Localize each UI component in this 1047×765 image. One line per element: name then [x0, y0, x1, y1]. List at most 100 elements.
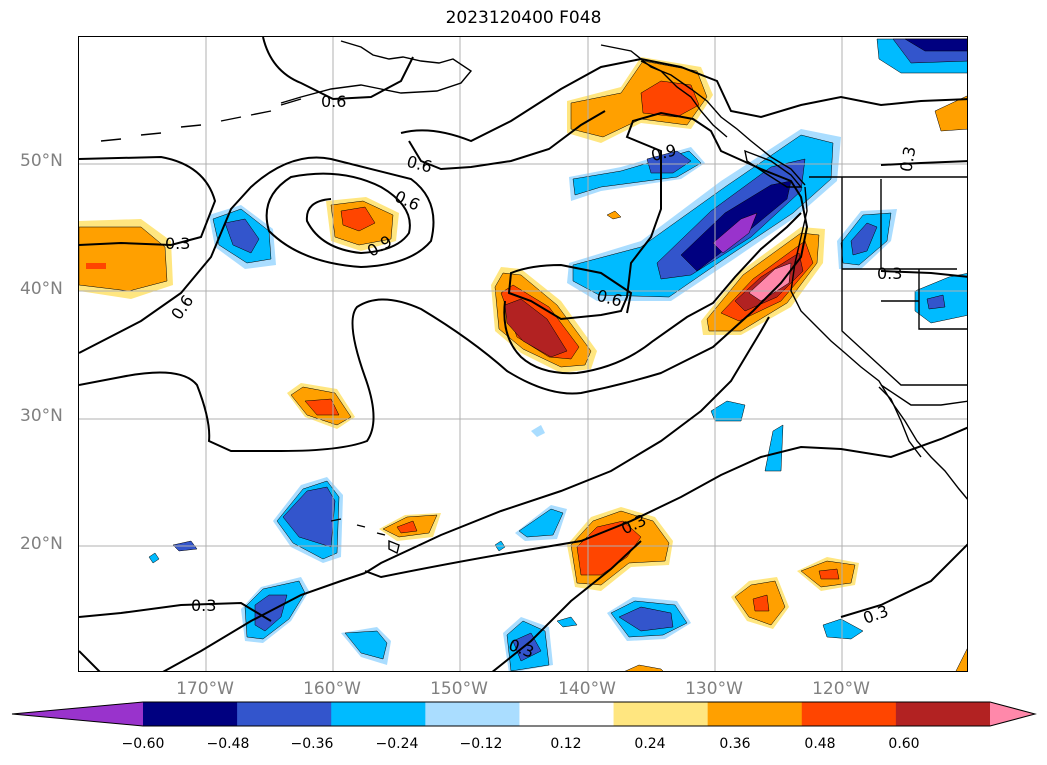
negative-anomaly-blob — [282, 486, 336, 548]
lon-label-160w: 160°W — [303, 679, 361, 699]
positive-anomaly-blob — [818, 568, 840, 580]
colorbar-segment — [143, 702, 238, 726]
graticule — [79, 37, 967, 671]
contour-line — [880, 160, 967, 166]
contour-line — [503, 212, 802, 375]
colorbar-tick-label: −0.24 — [375, 736, 419, 752]
colorbar-tick-label: −0.36 — [290, 736, 334, 752]
contour-label: 0.3 — [191, 596, 216, 615]
colorbar-tick-label: 0.12 — [550, 736, 582, 752]
colorbar-segment — [801, 702, 897, 726]
lon-label-170w: 170°W — [176, 679, 234, 699]
negative-anomaly-blob — [531, 425, 545, 437]
contour-line — [840, 543, 967, 618]
positive-anomaly-blob — [304, 398, 340, 416]
lat-label-40n: 40°N — [20, 279, 63, 299]
negative-anomaly-blob — [904, 38, 967, 52]
bc-coast — [640, 60, 728, 138]
negative-anomaly-blob — [822, 618, 864, 640]
us-west-coast — [790, 186, 967, 500]
baja-coast — [878, 386, 922, 458]
negative-anomaly-blob — [712, 212, 758, 254]
positive-anomaly-blob — [570, 60, 708, 138]
shaded-anomaly-layer — [79, 38, 967, 671]
colorbar-segment — [331, 702, 426, 726]
negative-anomaly-blob — [512, 632, 542, 662]
colorbar-segment — [519, 702, 615, 726]
colorbar-tick-label: 0.36 — [719, 736, 751, 752]
colorbar-outline — [11, 701, 1037, 727]
contour-label: 0.6 — [167, 291, 197, 323]
lon-label-140w: 140°W — [558, 679, 616, 699]
contour-line — [364, 426, 967, 579]
aleutian-islands — [100, 98, 302, 142]
contour-lines — [79, 37, 967, 671]
contour-label: 0.6 — [321, 92, 346, 111]
negative-anomaly-blob — [344, 630, 388, 660]
colorbar-segment — [895, 702, 991, 726]
negative-anomaly-blob — [254, 594, 288, 632]
contour-label: 0.6 — [405, 152, 435, 177]
contour-line — [364, 316, 770, 574]
colorbar-tick-label: −0.48 — [206, 736, 250, 752]
mexico-border — [880, 384, 967, 406]
positive-anomaly-blob — [752, 594, 770, 612]
map-panel: 0.6 0.3 0.6 0.6 0.9 0.6 0.9 0.6 0.3 0.3 … — [78, 36, 968, 672]
contour-line — [880, 270, 967, 278]
negative-anomaly-blob — [926, 294, 946, 310]
lon-label-120w: 120°W — [812, 679, 870, 699]
contour-line — [79, 650, 101, 671]
negative-anomaly-blob — [850, 222, 878, 256]
colorbar-segment — [613, 702, 709, 726]
contour-line — [79, 601, 272, 622]
colorbar-tick-label: 0.60 — [888, 736, 920, 752]
colorbar-tick-label: 0.48 — [804, 736, 836, 752]
hawaii-islands — [330, 518, 400, 555]
positive-anomaly-blob — [606, 210, 622, 220]
contour-label: 0.3 — [861, 601, 891, 628]
contour-label: 0.3 — [896, 145, 919, 173]
contour-line — [79, 156, 435, 354]
positive-anomaly-blob — [396, 520, 418, 534]
negative-anomaly-blob — [710, 400, 746, 422]
colorbar-segment — [425, 702, 520, 726]
lat-label-20n: 20°N — [20, 534, 63, 554]
contour-line — [262, 37, 414, 101]
colorbar — [11, 701, 1037, 727]
contour-label: 0.3 — [877, 264, 902, 283]
negative-anomaly-blob — [148, 552, 160, 564]
negative-anomaly-blob — [556, 616, 578, 628]
contour-line — [400, 57, 967, 143]
colorbar-extend-max — [990, 702, 1035, 726]
positive-anomaly-blob — [955, 648, 967, 671]
positive-anomaly-blob — [640, 80, 700, 118]
contour-line — [408, 110, 606, 171]
colorbar-segment — [707, 702, 803, 726]
contour-label: 0.6 — [392, 187, 423, 215]
colorbar-segment — [237, 702, 332, 726]
positive-anomaly-blob — [624, 664, 664, 671]
contour-line — [491, 540, 642, 671]
colorbar-tick-label: 0.24 — [634, 736, 666, 752]
negative-anomaly-blob — [764, 424, 784, 472]
colorbar-extend-min — [12, 702, 143, 726]
colorbar-tick-label: −0.60 — [121, 736, 165, 752]
map-canvas: 0.6 0.3 0.6 0.6 0.9 0.6 0.9 0.6 0.3 0.3 … — [79, 37, 967, 671]
colorbar-tick-label: −0.12 — [459, 736, 503, 752]
lat-label-50n: 50°N — [20, 151, 63, 171]
contour-label: 0.3 — [165, 234, 190, 253]
lon-label-150w: 150°W — [430, 679, 488, 699]
positive-anomaly-blob — [340, 206, 376, 232]
contour-line — [79, 155, 217, 247]
state-border — [841, 177, 967, 386]
alaska-coastline — [280, 40, 473, 104]
coastlines — [100, 40, 967, 555]
colorbar-segments — [12, 702, 1035, 726]
negative-anomaly-blob — [224, 218, 260, 254]
negative-anomaly-blob — [518, 508, 564, 538]
map-title: 2023120400 F048 — [445, 8, 602, 28]
positive-anomaly-blob — [504, 298, 568, 358]
negative-anomaly-blob — [646, 150, 692, 174]
lon-label-130w: 130°W — [685, 679, 743, 699]
contour-line — [79, 111, 809, 452]
